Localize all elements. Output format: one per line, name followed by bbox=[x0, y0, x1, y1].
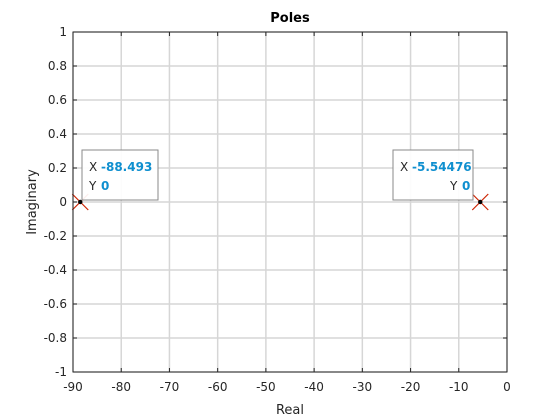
x-tick-label: -20 bbox=[401, 380, 421, 394]
y-tick-label: 0.4 bbox=[48, 127, 67, 141]
datatip-y-value: 0 bbox=[462, 179, 470, 193]
x-tick-label: -90 bbox=[63, 380, 83, 394]
datatip-x-key: X bbox=[400, 160, 408, 174]
y-tick-label: 0.8 bbox=[48, 59, 67, 73]
y-tick-label: -0.2 bbox=[44, 229, 67, 243]
x-axis-label: Real bbox=[276, 403, 304, 418]
datatip-anchor bbox=[478, 199, 483, 205]
datatip-box bbox=[392, 149, 474, 201]
datatip-anchor bbox=[78, 199, 83, 205]
x-tick-label: -10 bbox=[449, 380, 469, 394]
y-tick-label: 0.6 bbox=[48, 93, 67, 107]
y-tick-label: -0.6 bbox=[44, 297, 67, 311]
chart-title: Poles bbox=[270, 11, 310, 26]
datatip-y-key: Y bbox=[88, 179, 97, 193]
pole-marker[interactable] bbox=[71, 193, 89, 211]
x-tick-label: -40 bbox=[304, 380, 324, 394]
datatip[interactable]: X -5.54476 Y 0 bbox=[392, 149, 474, 201]
y-axis-label: Imaginary bbox=[25, 169, 40, 235]
pole-marker[interactable] bbox=[471, 193, 489, 211]
y-tick-label: -1 bbox=[55, 365, 67, 379]
y-tick-label: -0.8 bbox=[44, 331, 67, 345]
datatip-y-value: 0 bbox=[101, 179, 109, 193]
datatip-x-value: -5.54476 bbox=[412, 160, 472, 174]
datatip-x-value: -88.493 bbox=[101, 160, 152, 174]
y-tick-label: -0.4 bbox=[44, 263, 67, 277]
pole-markers bbox=[71, 193, 489, 211]
datatip-box bbox=[81, 149, 159, 201]
y-tick-label: 0.2 bbox=[48, 161, 67, 175]
datatip-y-key: Y bbox=[449, 179, 458, 193]
datatip[interactable]: X -88.493 Y 0 bbox=[81, 149, 159, 201]
x-tick-label: -30 bbox=[353, 380, 373, 394]
y-tick-label: 1 bbox=[59, 25, 67, 39]
x-tick-label: -80 bbox=[111, 380, 131, 394]
axis-ticks: -90 -80 -70 -60 -50 -40 -30 -20 -10 010.80.60.40.… bbox=[44, 25, 511, 394]
x-tick-label: -70 bbox=[160, 380, 180, 394]
x-tick-label: -50 bbox=[256, 380, 276, 394]
x-tick-label: 0 bbox=[503, 380, 511, 394]
y-tick-label: 0 bbox=[59, 195, 67, 209]
x-tick-label: -60 bbox=[208, 380, 228, 394]
datatip-x-key: X bbox=[89, 160, 97, 174]
